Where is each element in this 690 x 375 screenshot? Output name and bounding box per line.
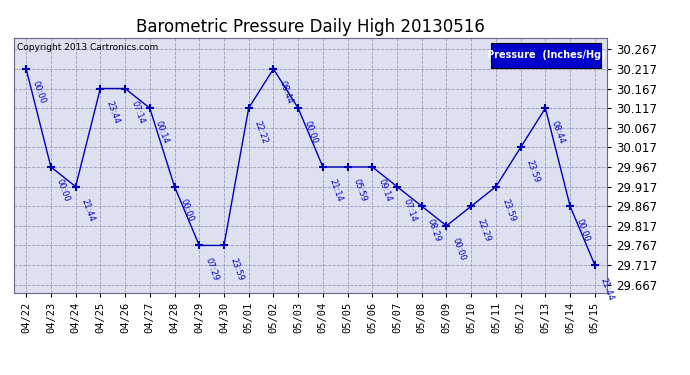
Text: 21:44: 21:44: [599, 276, 615, 302]
Text: 23:59: 23:59: [500, 198, 517, 223]
Text: 08:29: 08:29: [426, 217, 442, 243]
Text: 07:14: 07:14: [129, 100, 146, 125]
Text: 00:14: 00:14: [154, 119, 170, 145]
Bar: [491, 43, 601, 68]
Title: Barometric Pressure Daily High 20130516: Barometric Pressure Daily High 20130516: [136, 18, 485, 36]
Text: 08:44: 08:44: [549, 119, 566, 145]
Text: 23:44: 23:44: [104, 100, 121, 125]
Text: 23:59: 23:59: [525, 159, 542, 184]
Text: 05:59: 05:59: [352, 178, 368, 204]
Text: 08:44: 08:44: [277, 80, 294, 105]
Text: 00:00: 00:00: [574, 217, 591, 243]
Text: 00:00: 00:00: [55, 178, 72, 204]
Text: 07:14: 07:14: [401, 198, 418, 223]
Text: Pressure  (Inches/Hg): Pressure (Inches/Hg): [487, 50, 606, 60]
Text: 00:00: 00:00: [179, 198, 195, 223]
Text: Copyright 2013 Cartronics.com: Copyright 2013 Cartronics.com: [17, 43, 158, 52]
Text: 21:44: 21:44: [80, 198, 97, 223]
Text: 07:29: 07:29: [204, 256, 220, 282]
Text: 23:59: 23:59: [228, 256, 245, 282]
Text: 00:00: 00:00: [302, 119, 319, 145]
Text: 22:22: 22:22: [253, 119, 269, 145]
Text: 22:29: 22:29: [475, 217, 492, 243]
Text: 00:00: 00:00: [451, 237, 467, 262]
Text: 00:00: 00:00: [30, 80, 47, 105]
Text: 21:14: 21:14: [327, 178, 344, 204]
Text: 09:14: 09:14: [377, 178, 393, 204]
